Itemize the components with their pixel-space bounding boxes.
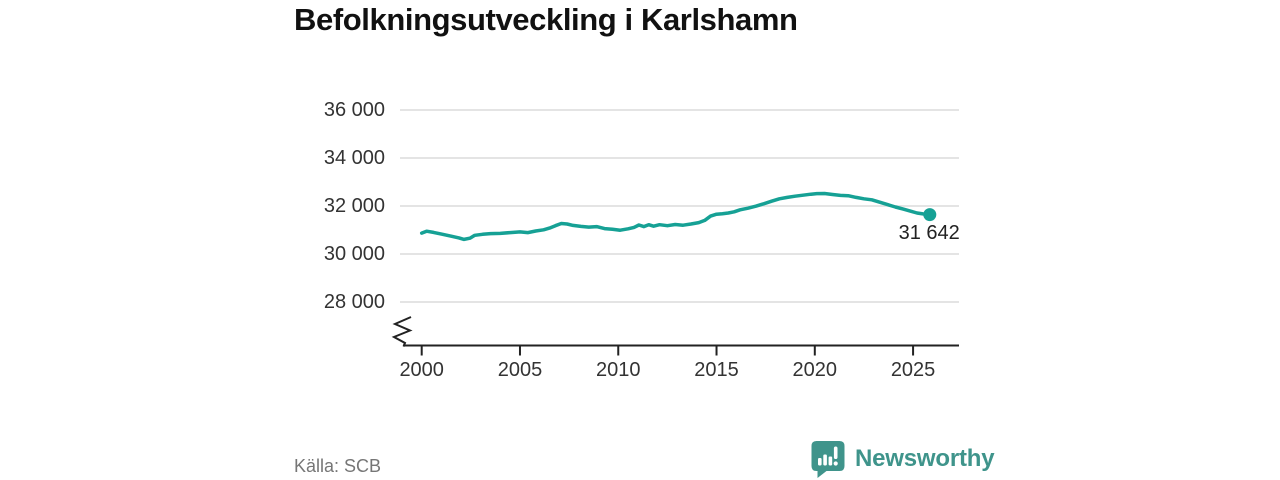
x-tick-label: 2000: [399, 359, 444, 381]
axis-break-icon: [391, 316, 413, 347]
y-tick-label: 34 000: [323, 147, 385, 169]
newsworthy-icon: [811, 441, 845, 478]
x-axis: [403, 344, 959, 356]
population-line: [419, 191, 932, 242]
x-tick-label: 2005: [497, 359, 543, 381]
y-tick-label: 32 000: [323, 195, 385, 217]
last-point-dot: [923, 208, 937, 222]
x-tick-label: 2010: [596, 359, 641, 381]
x-tick-label: 2025: [890, 359, 936, 381]
y-tick-label: 28 000: [323, 291, 385, 313]
chart-title: Befolkningsutveckling i Karlshamn: [294, 2, 798, 37]
source-label: Källa: SCB: [294, 456, 382, 476]
gridlines: [400, 109, 959, 303]
y-tick-label: 36 000: [323, 99, 385, 121]
last-value-label: 31 642: [898, 221, 960, 244]
newsworthy-logo: Newsworthy: [810, 440, 995, 478]
x-tick-label: 2015: [694, 359, 739, 381]
newsworthy-wordmark: Newsworthy: [855, 445, 995, 472]
x-tick-label: 2020: [792, 359, 838, 381]
y-tick-label: 30 000: [323, 243, 385, 265]
